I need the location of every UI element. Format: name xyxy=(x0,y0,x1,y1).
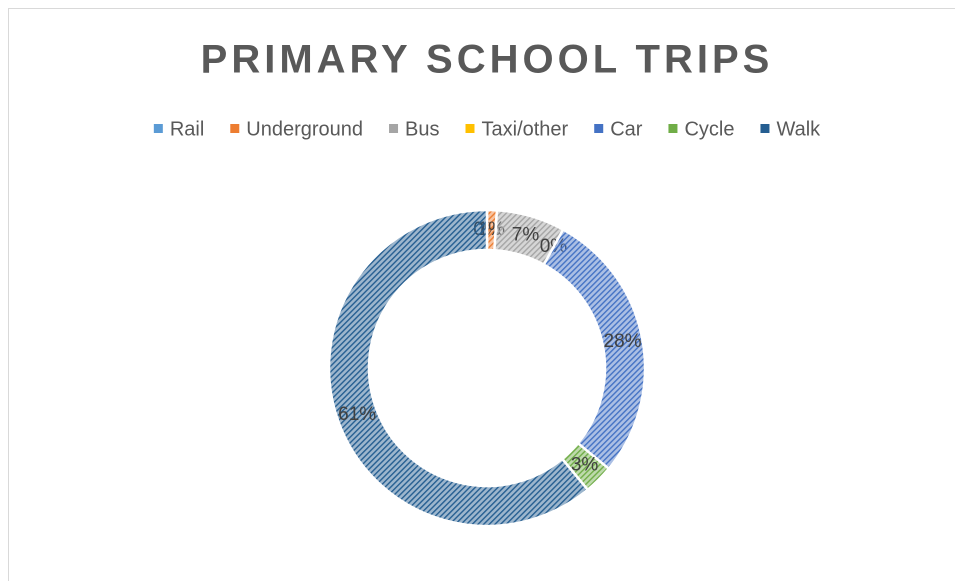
data-label: 61% xyxy=(338,404,376,425)
legend-label: Walk xyxy=(776,118,821,140)
data-label: 3% xyxy=(571,455,599,476)
chart-title: PRIMARY SCHOOL TRIPS xyxy=(201,38,774,82)
legend-label: Rail xyxy=(170,118,204,140)
legend-swatch xyxy=(153,124,163,133)
legend-swatch xyxy=(594,124,604,133)
legend-label: Taxi/other xyxy=(482,118,569,140)
legend-label: Bus xyxy=(405,118,439,140)
donut-segment xyxy=(327,208,590,528)
legend-swatch xyxy=(465,124,475,133)
legend-swatch xyxy=(760,124,770,133)
data-label: 7% xyxy=(512,224,540,245)
legend-label: Underground xyxy=(246,118,363,140)
data-label: 28% xyxy=(604,331,642,352)
legend-swatch xyxy=(230,124,240,133)
legend-label: Cycle xyxy=(684,118,734,140)
legend-swatch xyxy=(668,124,678,133)
legend-label: Car xyxy=(610,118,643,140)
legend: Rail Underground Bus Taxi/other Car Cycle Walk xyxy=(153,118,821,140)
legend-swatch xyxy=(389,124,399,133)
